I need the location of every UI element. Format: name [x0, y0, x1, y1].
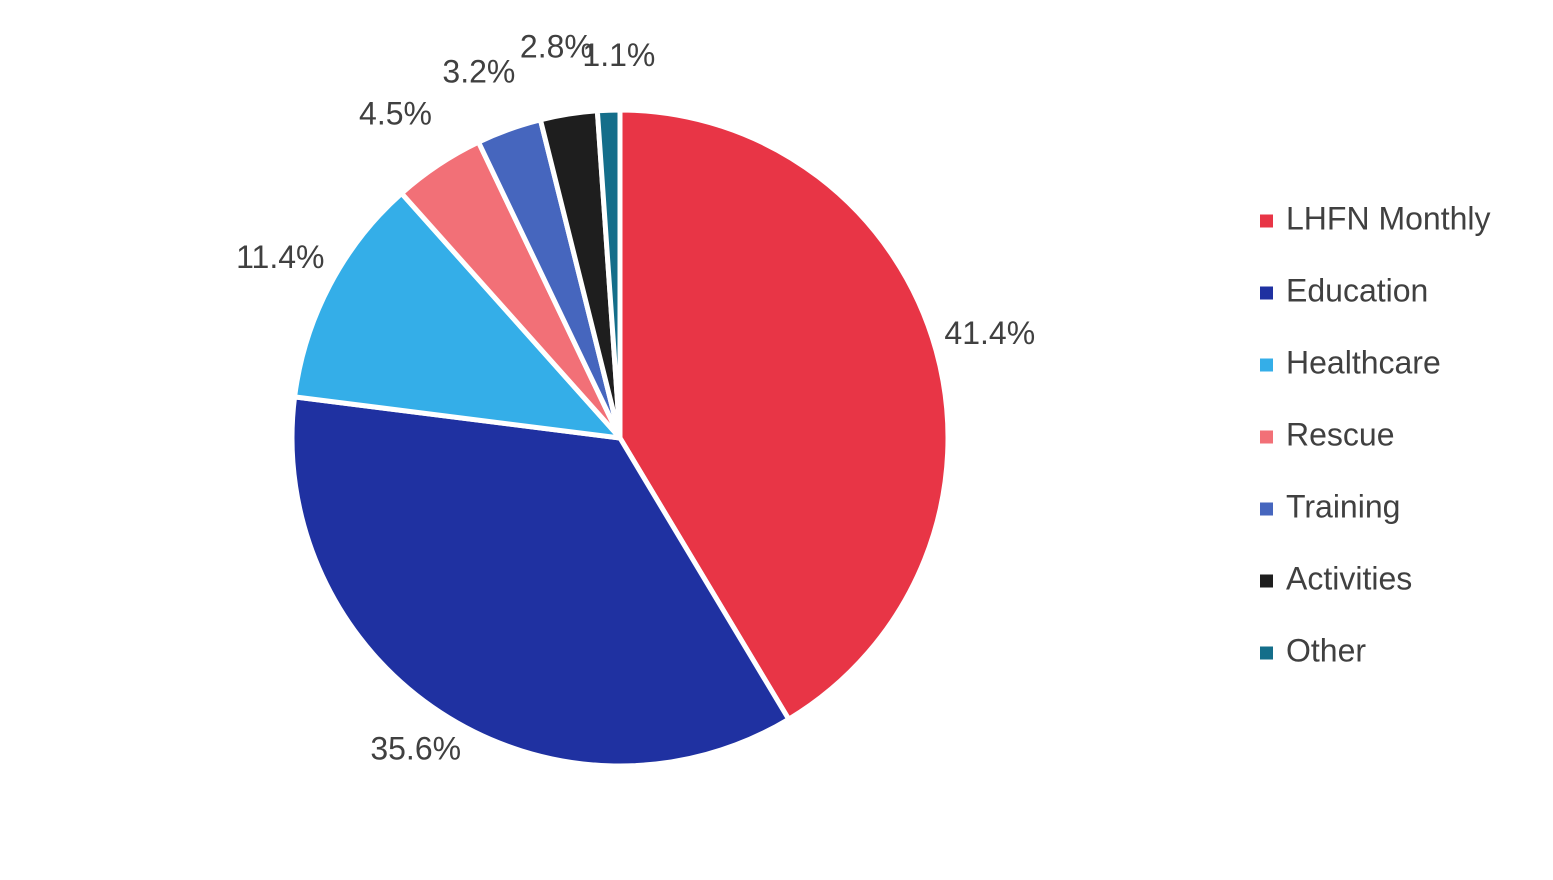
data-label-healthcare: 11.4% [236, 239, 324, 275]
legend-swatch-other [1260, 646, 1273, 660]
pie-slice-other [594, 107, 623, 441]
data-label-education: 35.6% [370, 731, 461, 767]
legend-label-rescue: Rescue [1286, 416, 1395, 452]
legend-swatch-lhfn-monthly [1260, 214, 1273, 228]
pie-slice-education [289, 394, 792, 769]
data-label-rescue: 4.5% [359, 95, 432, 131]
legend-swatch-education [1260, 286, 1273, 300]
legend-label-healthcare: Healthcare [1286, 344, 1441, 380]
pie-slice-healthcare [292, 190, 623, 441]
legend-label-education: Education [1286, 272, 1428, 308]
legend-swatch-healthcare [1260, 358, 1273, 372]
legend-swatch-training [1260, 502, 1273, 516]
legend-label-activities: Activities [1286, 560, 1412, 596]
legend-label-lhfn-monthly: LHFN Monthly [1286, 200, 1491, 236]
legend-swatch-activities [1260, 574, 1273, 588]
pie-data-labels: 41.4% 35.6% 11.4% 4.5% 3.2%2.8%1.1% [236, 29, 1035, 767]
data-label-lhfn-monthly: 41.4% [944, 315, 1035, 351]
data-label-other: 1.1% [582, 37, 655, 73]
legend-label-training: Training [1286, 488, 1400, 524]
legend-label-other: Other [1286, 632, 1366, 668]
pie-slices [289, 107, 951, 769]
data-label-activities: 2.8% [520, 29, 593, 65]
pie-slice-lhfn-monthly [617, 107, 951, 722]
chart-legend: LHFN Monthly Education Healthcare Rescue Tra… [1260, 200, 1491, 668]
data-label-training: 3.2% [442, 53, 515, 89]
legend-swatch-rescue [1260, 430, 1273, 444]
